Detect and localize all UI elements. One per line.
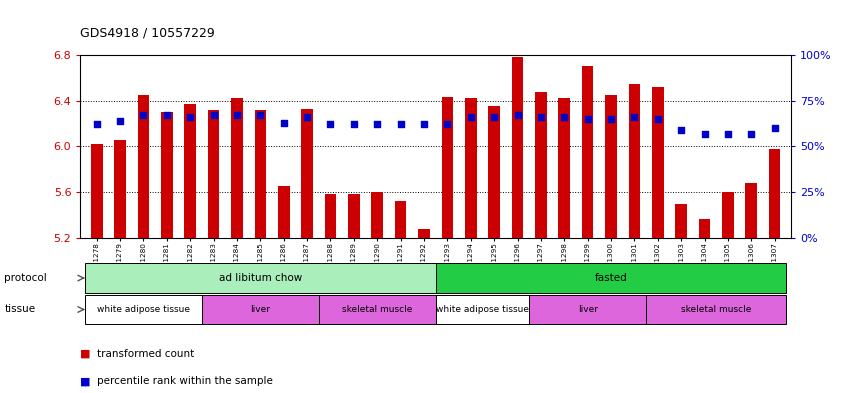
Point — [347, 121, 360, 128]
Bar — [605, 95, 617, 238]
Bar — [442, 97, 453, 238]
Bar — [161, 112, 173, 238]
Text: ad libitum chow: ad libitum chow — [219, 273, 302, 283]
Text: protocol: protocol — [4, 273, 47, 283]
Point — [581, 116, 595, 122]
Text: skeletal muscle: skeletal muscle — [681, 305, 751, 314]
Bar — [436, 295, 530, 324]
Point — [160, 112, 173, 118]
Bar — [465, 98, 476, 238]
Point — [230, 112, 244, 118]
Point — [441, 121, 454, 128]
Text: percentile rank within the sample: percentile rank within the sample — [97, 376, 273, 386]
Text: GDS4918 / 10557229: GDS4918 / 10557229 — [80, 26, 215, 39]
Bar — [255, 110, 266, 238]
Bar — [277, 186, 289, 238]
Point — [768, 125, 782, 131]
Text: ■: ■ — [80, 349, 91, 359]
Bar — [436, 263, 786, 293]
Text: skeletal muscle: skeletal muscle — [342, 305, 413, 314]
Point — [206, 112, 220, 118]
Bar — [488, 107, 500, 238]
Point — [721, 130, 734, 137]
Bar — [629, 84, 640, 238]
Point — [137, 112, 151, 118]
Point — [464, 114, 477, 120]
Bar — [745, 183, 757, 238]
Bar — [85, 263, 436, 293]
Bar — [535, 92, 547, 238]
Point — [324, 121, 338, 128]
Point — [534, 114, 547, 120]
Bar — [530, 295, 646, 324]
Text: fasted: fasted — [595, 273, 628, 283]
Bar — [114, 140, 126, 238]
Text: liver: liver — [250, 305, 271, 314]
Bar — [202, 295, 319, 324]
Bar — [91, 144, 102, 238]
Bar — [208, 110, 219, 238]
Bar — [85, 295, 202, 324]
Point — [113, 118, 127, 124]
Text: transformed count: transformed count — [97, 349, 195, 359]
Point — [698, 130, 711, 137]
Bar — [512, 57, 524, 238]
Text: liver: liver — [578, 305, 597, 314]
Bar — [138, 95, 150, 238]
Bar — [722, 192, 733, 238]
Point — [744, 130, 758, 137]
Bar — [646, 295, 786, 324]
Point — [371, 121, 384, 128]
Text: ■: ■ — [80, 376, 91, 386]
Bar — [582, 66, 594, 238]
Bar — [418, 229, 430, 238]
Text: white adipose tissue: white adipose tissue — [436, 305, 529, 314]
Point — [674, 127, 688, 133]
Point — [487, 114, 501, 120]
Point — [184, 114, 197, 120]
Bar — [395, 201, 406, 238]
Bar — [652, 87, 663, 238]
Bar — [558, 98, 570, 238]
Bar — [319, 295, 436, 324]
Bar — [301, 109, 313, 238]
Bar — [699, 220, 711, 238]
Point — [254, 112, 267, 118]
Bar — [348, 195, 360, 238]
Text: white adipose tissue: white adipose tissue — [97, 305, 190, 314]
Bar — [325, 195, 337, 238]
Point — [417, 121, 431, 128]
Point — [628, 114, 641, 120]
Bar — [675, 204, 687, 238]
Point — [277, 119, 290, 126]
Bar — [769, 149, 781, 238]
Point — [558, 114, 571, 120]
Text: tissue: tissue — [4, 305, 36, 314]
Point — [604, 116, 618, 122]
Point — [300, 114, 314, 120]
Bar — [184, 104, 196, 238]
Bar — [371, 192, 383, 238]
Point — [511, 112, 525, 118]
Point — [394, 121, 408, 128]
Point — [90, 121, 103, 128]
Bar — [231, 98, 243, 238]
Point — [651, 116, 664, 122]
